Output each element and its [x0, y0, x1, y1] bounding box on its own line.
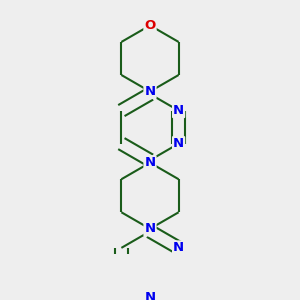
Text: N: N — [144, 156, 156, 169]
Text: N: N — [144, 291, 156, 300]
Text: N: N — [144, 222, 156, 235]
Text: N: N — [173, 104, 184, 117]
Text: O: O — [144, 19, 156, 32]
Text: N: N — [173, 137, 184, 150]
Text: N: N — [144, 85, 156, 98]
Text: N: N — [173, 242, 184, 254]
